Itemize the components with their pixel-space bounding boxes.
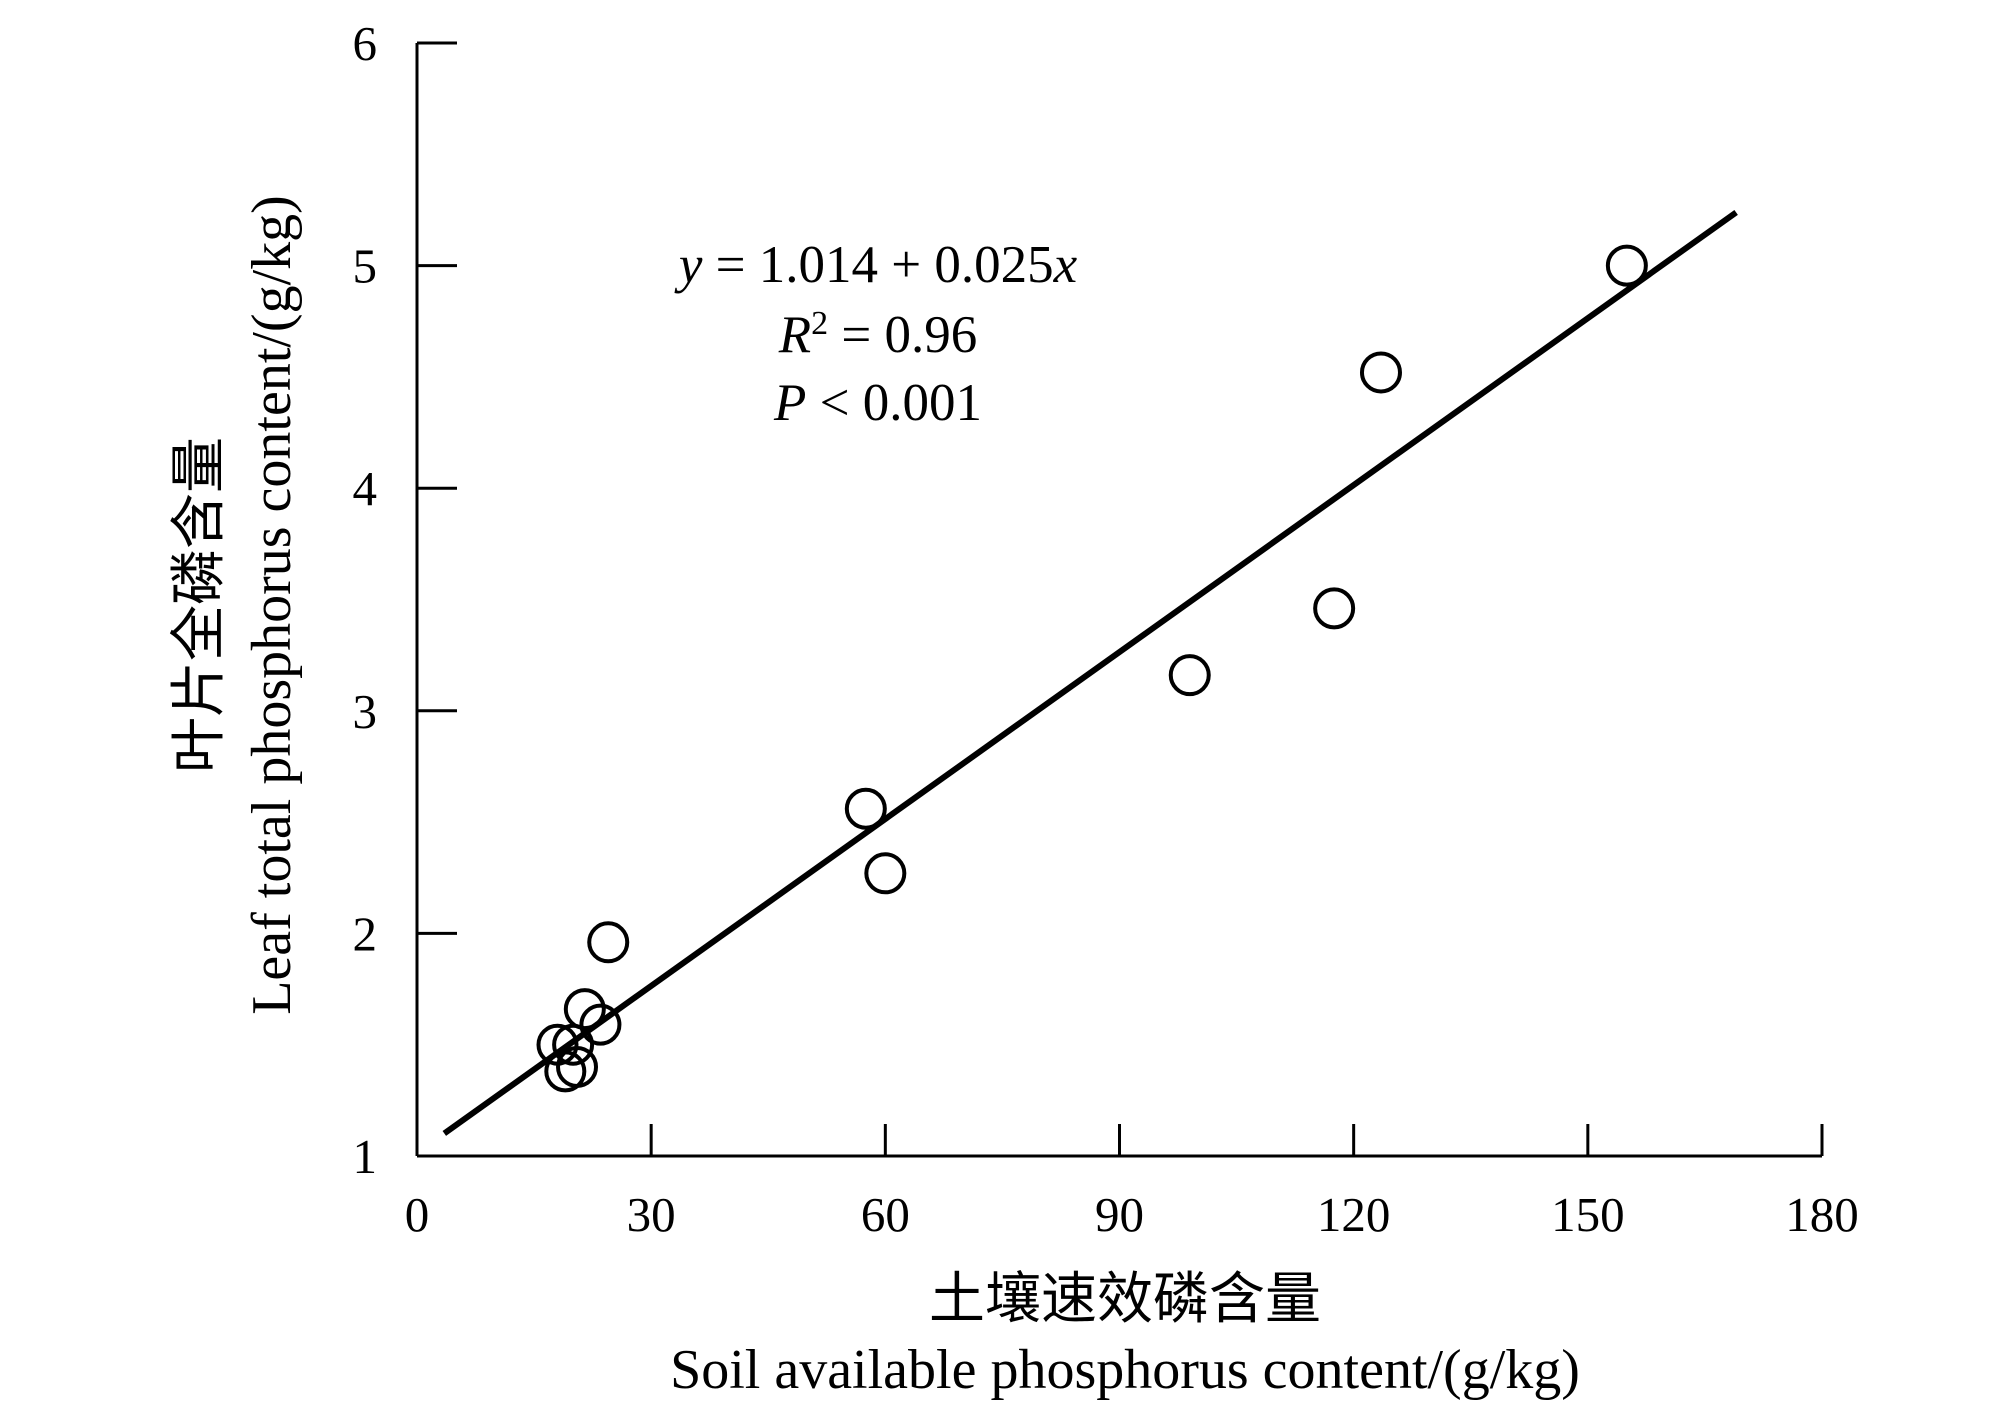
data-point [1168,654,1211,697]
data-point [844,787,887,830]
x-tick-label: 90 [1095,1187,1144,1242]
x-tick-label: 60 [861,1187,910,1242]
regression-line [442,209,1738,1136]
x-axis-title-cn: 土壤速效磷含量 [929,1269,1321,1331]
data-point [556,1045,599,1088]
x-tick-label: 150 [1551,1187,1625,1242]
y-tick-label: 3 [353,684,378,739]
y-tick-label: 5 [353,239,378,294]
data-points [536,244,1648,1093]
data-point [579,1003,622,1046]
y-axis-ticks: 1 2 3 4 5 6 [353,16,457,1184]
x-tick-label: 180 [1785,1187,1859,1242]
data-point [587,921,630,964]
p-value-label: P < 0.001 [773,374,982,432]
data-point [563,988,606,1031]
y-tick-label: 6 [353,16,378,71]
data-point [1313,587,1356,630]
data-point [1605,244,1648,287]
x-axis-title-en: Soil available phosphorus content/(g/kg) [670,1339,1580,1401]
y-axis-title-en: Leaf total phosphorus content/(g/kg) [241,195,303,1015]
y-tick-label: 1 [353,1129,378,1184]
x-axis-ticks: 0 30 60 90 120 150 180 [405,1124,1859,1242]
r-squared-label: R2 = 0.96 [778,305,978,365]
data-point [864,852,907,895]
y-tick-label: 4 [353,461,378,516]
x-tick-label: 0 [405,1187,430,1242]
data-point [1359,351,1402,394]
y-tick-label: 2 [353,906,378,961]
x-tick-label: 30 [627,1187,676,1242]
x-tick-label: 120 [1317,1187,1391,1242]
equation-label: y = 1.014 + 0.025x [674,236,1078,294]
y-axis-title-cn: 叶片全磷含量 [169,437,231,773]
